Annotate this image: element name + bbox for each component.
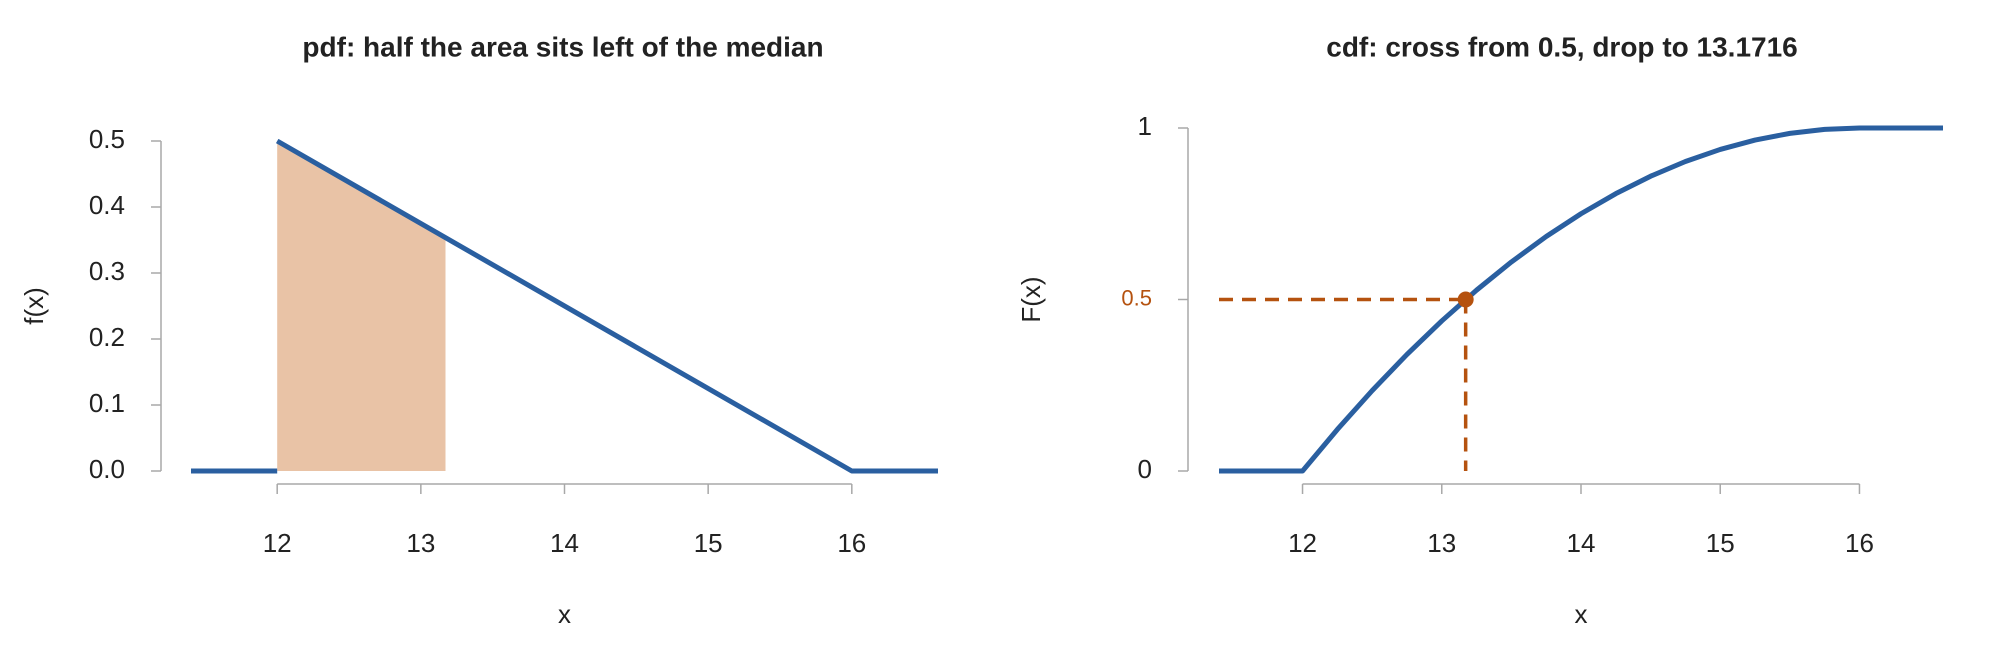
x-tick-label: 15 (1706, 528, 1735, 558)
y-tick-label: 0.2 (89, 322, 125, 352)
x-tick-label: 14 (550, 528, 579, 558)
data-line (1219, 125, 1943, 474)
y-tick-label: 0.0 (89, 454, 125, 484)
x-tick-label: 13 (406, 528, 435, 558)
y-tick-label: 0.1 (89, 388, 125, 418)
y-tick-label: 0.5 (89, 124, 125, 154)
chart-title: cdf: cross from 0.5, drop to 13.1716 (1326, 31, 1798, 62)
y-tick-label: 0 (1138, 454, 1152, 484)
x-tick-label: 13 (1427, 528, 1456, 558)
x-tick-label: 16 (837, 528, 866, 558)
shaded-area (277, 141, 446, 471)
x-axis-label: x (1575, 599, 1588, 629)
x-tick-label: 12 (263, 528, 292, 558)
y-axis-label: f(x) (19, 287, 49, 325)
y-tick-label: 0.4 (89, 190, 125, 220)
median-point (1457, 291, 1474, 308)
y-axis-label: F(x) (1016, 276, 1046, 322)
x-tick-label: 12 (1288, 528, 1317, 558)
x-tick-label: 14 (1567, 528, 1596, 558)
data-line (275, 138, 938, 474)
x-axis-label: x (558, 599, 571, 629)
median-y-label: 0.5 (1121, 285, 1152, 310)
x-tick-label: 15 (694, 528, 723, 558)
x-tick-label: 16 (1845, 528, 1874, 558)
chart-title: pdf: half the area sits left of the medi… (302, 31, 823, 62)
y-tick-label: 1 (1138, 111, 1152, 141)
y-tick-label: 0.3 (89, 256, 125, 286)
